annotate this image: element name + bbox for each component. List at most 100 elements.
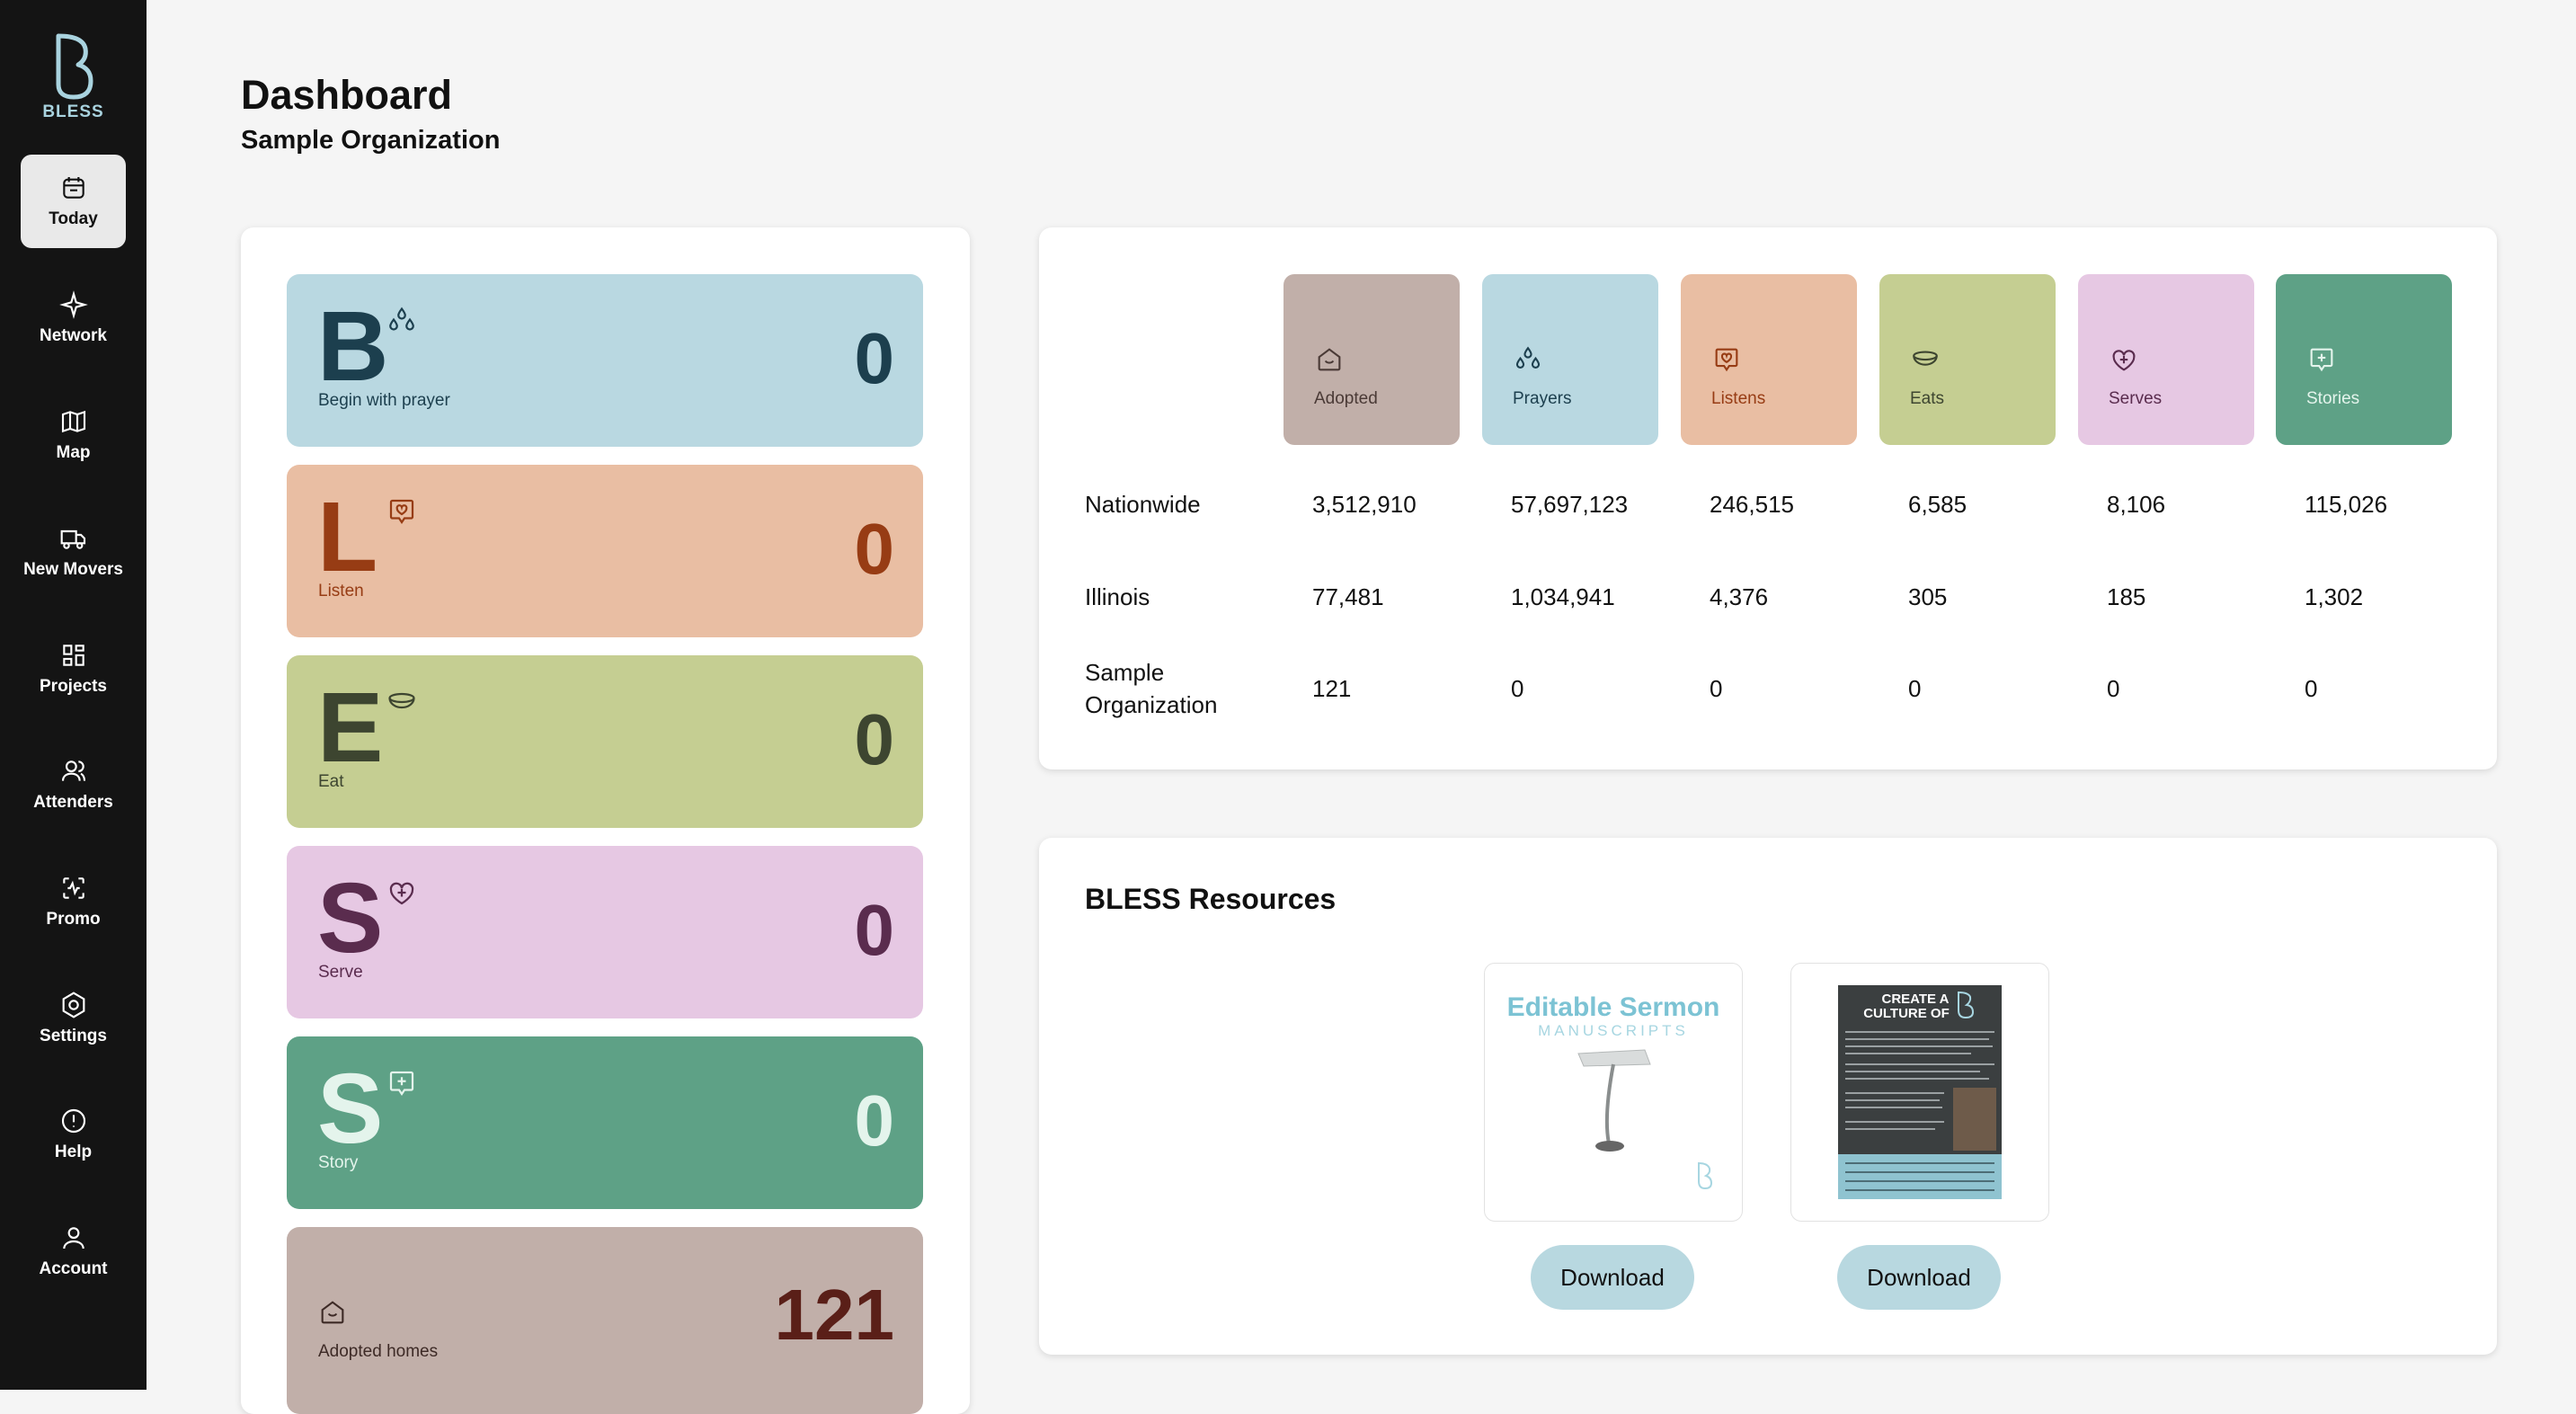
bowl-icon (1913, 351, 1938, 366)
stat-header-label: Eats (1910, 389, 1945, 408)
story-plus-icon (389, 1071, 414, 1097)
stat-value: 3,512,910 (1312, 491, 1417, 518)
stat-value: 0 (1511, 675, 1524, 702)
sparkle-icon (58, 290, 88, 319)
heart-chat-icon (1715, 348, 1738, 372)
resource-thumbnail-sermon[interactable]: Editable Sermon MANUSCRIPTS (1484, 963, 1743, 1222)
heart-plus-icon (2112, 350, 2136, 371)
bless-count: 0 (854, 1081, 895, 1161)
resources-title: BLESS Resources (1085, 883, 1337, 915)
stat-value: 0 (1908, 675, 1922, 702)
stat-header-stories: Stories (2276, 274, 2452, 445)
nav-today[interactable]: Today (21, 155, 126, 248)
nav-label: Network (40, 326, 107, 345)
nav-projects[interactable]: Projects (21, 622, 126, 716)
row-label-sample-organization: Sample Organization (1085, 656, 1217, 721)
alert-circle-icon (61, 1108, 85, 1134)
bless-letter: L (317, 482, 378, 592)
stat-value: 121 (1312, 675, 1352, 702)
bless-letter: S (317, 863, 384, 974)
thumb-title: CREATE A (1882, 992, 1950, 1007)
stat-value: 305 (1908, 583, 1948, 610)
row-label-illinois: Illinois (1085, 583, 1150, 610)
culture-of-bless-image: CREATE A CULTURE OF (1838, 985, 2002, 1199)
bless-card-story[interactable]: S Story 0 (287, 1036, 923, 1209)
sidebar: BLESS Today Network Map New Movers Proje… (0, 0, 147, 1390)
organization-name: Sample Organization (241, 126, 501, 155)
nav-promo[interactable]: Promo (21, 855, 126, 948)
user-icon (62, 1227, 84, 1249)
stat-value: 246,515 (1710, 491, 1794, 518)
stat-header-prayers: Prayers (1482, 274, 1658, 445)
download-button[interactable]: Download (1531, 1245, 1694, 1310)
bless-caption: Eat (318, 772, 344, 791)
stat-header-eats: Eats (1879, 274, 2056, 445)
bless-card-begin[interactable]: B Begin with prayer 0 (287, 274, 923, 447)
stat-header-serves: Serves (2078, 274, 2254, 445)
nav-settings[interactable]: Settings (21, 972, 126, 1065)
bless-letter: B (317, 291, 389, 402)
truck-icon (60, 529, 85, 549)
stat-header-label: Prayers (1513, 389, 1572, 408)
stat-value: 115,026 (2305, 491, 2388, 518)
home-icon (321, 1301, 344, 1324)
thumb-title: Editable Sermon (1507, 992, 1720, 1022)
bless-count: 0 (854, 699, 895, 779)
bowl-icon (388, 692, 415, 709)
bless-card-eat[interactable]: E Eat 0 (287, 655, 923, 828)
bless-card-adopted-homes[interactable]: Adopted homes 121 (287, 1227, 923, 1414)
page-title: Dashboard (241, 72, 453, 118)
bless-count: 0 (854, 318, 895, 398)
stat-value: 6,585 (1908, 491, 1968, 518)
thumb-subtitle: CULTURE OF (1863, 1006, 1950, 1021)
heart-chat-icon (389, 499, 414, 525)
home-icon (1318, 348, 1341, 371)
stat-value: 0 (2305, 675, 2318, 702)
bless-caption: Serve (318, 963, 363, 982)
brand-name: BLESS (42, 102, 104, 121)
nav-label: Account (39, 1259, 108, 1278)
stat-header-label: Stories (2306, 389, 2360, 408)
bless-card-serve[interactable]: S Serve 0 (287, 846, 923, 1018)
bless-logo[interactable]: BLESS (0, 32, 147, 122)
nav-label: Help (54, 1143, 93, 1161)
nav-label: Attenders (33, 793, 113, 812)
sermon-manuscripts-image: Editable Sermon MANUSCRIPTS (1507, 992, 1720, 1190)
resources-panel: BLESS Resources Editable Sermon MANUSCRI… (1039, 838, 2497, 1355)
prayer-drops-icon (389, 307, 414, 331)
calendar-icon (62, 177, 84, 199)
users-icon (61, 760, 85, 781)
stat-value: 185 (2107, 583, 2146, 610)
nav-label: Settings (40, 1027, 107, 1045)
nav-map[interactable]: Map (21, 388, 126, 482)
nav-new-movers[interactable]: New Movers (21, 505, 126, 599)
nav-account[interactable]: Account (21, 1205, 126, 1298)
stat-value: 57,697,123 (1511, 491, 1629, 518)
row-label-line: Organization (1085, 691, 1218, 718)
bless-count: 121 (774, 1275, 894, 1355)
bless-caption: Story (318, 1153, 359, 1172)
nav-network[interactable]: Network (21, 271, 126, 365)
nav-label: Map (56, 443, 91, 462)
story-plus-icon (2310, 348, 2333, 372)
bless-logo-icon (56, 33, 93, 100)
nav-attenders[interactable]: Attenders (21, 738, 126, 832)
gear-icon (62, 992, 84, 1018)
nav-help[interactable]: Help (21, 1088, 126, 1181)
promo-icon (62, 877, 84, 899)
download-button[interactable]: Download (1837, 1245, 2001, 1310)
bless-letter: E (317, 672, 384, 783)
stat-header-adopted: Adopted (1284, 274, 1460, 445)
stat-header-label: Listens (1711, 389, 1766, 408)
stat-value: 0 (2107, 675, 2120, 702)
stat-value: 8,106 (2107, 491, 2166, 518)
resource-thumbnail-culture[interactable]: CREATE A CULTURE OF (1790, 963, 2049, 1222)
map-icon (61, 410, 85, 433)
bless-count: 0 (854, 890, 895, 970)
row-label-nationwide: Nationwide (1085, 491, 1201, 518)
nav-label: Today (49, 209, 98, 228)
bless-card-listen[interactable]: L Listen 0 (287, 465, 923, 637)
bless-caption: Listen (318, 582, 364, 600)
stat-value: 1,302 (2305, 583, 2364, 610)
bless-summary-panel: B Begin with prayer 0 L Listen 0 E Eat 0… (241, 227, 970, 1414)
